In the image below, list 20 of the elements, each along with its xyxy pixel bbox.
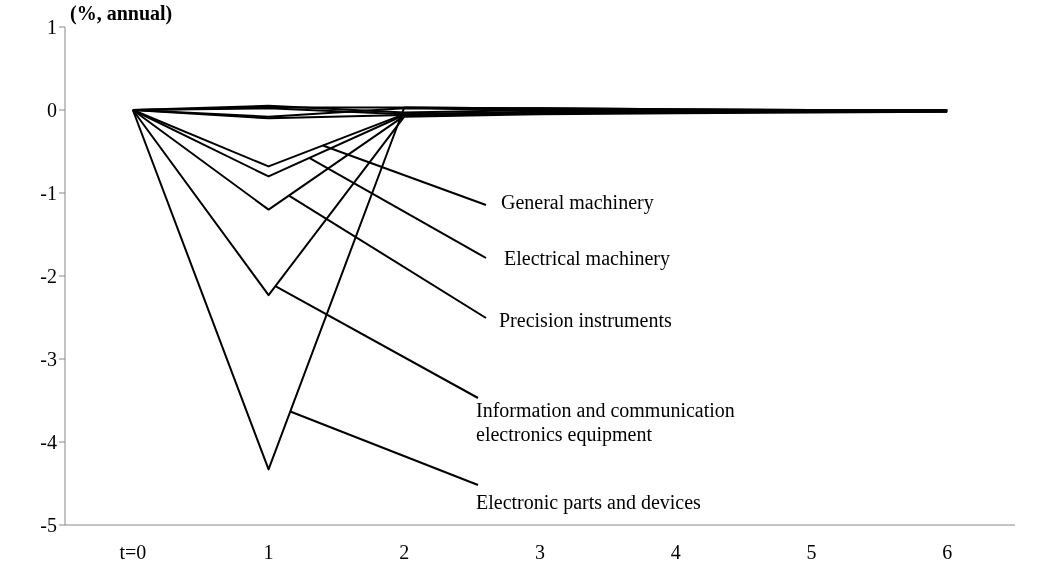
x-tick-label: 3 — [535, 541, 545, 564]
y-tick-label: -5 — [40, 514, 57, 537]
x-tick-label: 6 — [942, 541, 953, 564]
x-tick-label: 5 — [806, 541, 817, 564]
y-tick-label: -4 — [40, 431, 57, 454]
x-tick-label: 1 — [263, 541, 274, 564]
y-tick-label: 1 — [47, 16, 57, 39]
text: Electrical machinery — [504, 246, 671, 270]
y-tick-label: -1 — [40, 182, 57, 205]
text: Precision instruments — [499, 308, 673, 332]
y-tick-label: 0 — [47, 99, 57, 122]
y-tick-label: -2 — [40, 265, 57, 288]
y-axis-title: (%, annual) — [70, 2, 173, 25]
x-tick-label: 2 — [399, 541, 410, 564]
x-tick-label: t=0 — [119, 541, 147, 564]
x-tick-label: 4 — [670, 541, 681, 564]
y-tick-label: -3 — [40, 348, 57, 371]
text: Information and communication electronics equipment — [476, 398, 736, 446]
text: General machinery — [501, 190, 655, 214]
text: Electronic parts and devices — [476, 490, 702, 514]
